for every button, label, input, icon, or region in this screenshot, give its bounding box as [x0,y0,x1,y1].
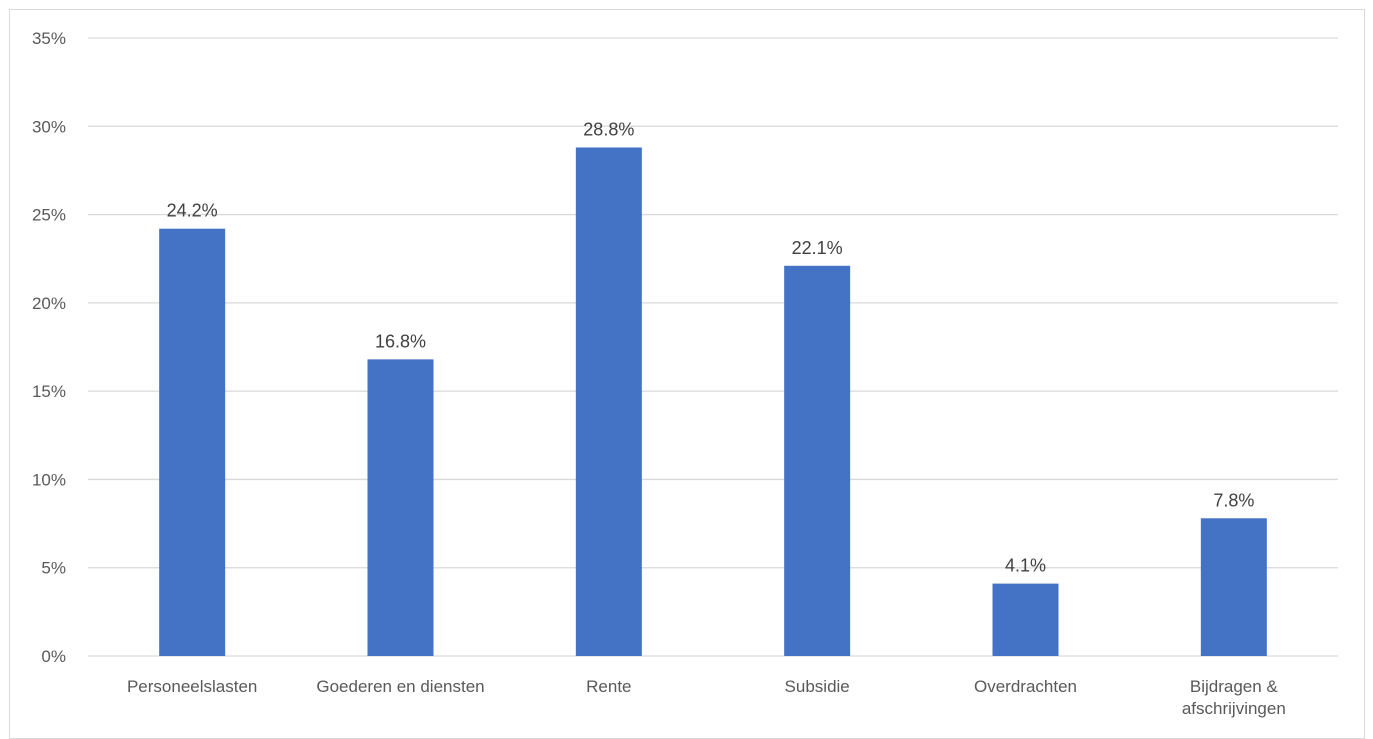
y-tick-label: 35% [32,29,66,48]
data-label: 24.2% [167,201,218,221]
data-label: 7.8% [1213,490,1254,510]
data-label: 4.1% [1005,556,1046,576]
y-tick-label: 25% [32,206,66,225]
category-label-line: Goederen en diensten [316,677,484,696]
y-tick-label: 5% [41,559,66,578]
data-labels: 24.2% 16.8% 28.8% 22.1% 4.1% 7.8% [167,119,1255,575]
category-label-line: afschrijvingen [1182,699,1286,718]
y-tick-label: 15% [32,382,66,401]
bar [159,228,226,656]
y-tick-label: 0% [41,647,66,666]
bar [575,147,642,656]
data-label: 22.1% [792,238,843,258]
y-axis-ticks: 0% 5% 10% 15% 20% 25% 30% 35% [32,29,66,666]
category-label: Subsidie [785,677,850,696]
data-label: 16.8% [375,331,426,351]
category-label: Bijdragen & afschrijvingen [1182,677,1286,718]
bar [367,359,434,656]
x-axis-categories: Personeelslasten Goederen en diensten Rent… [127,677,1286,718]
bar [1200,518,1267,656]
category-label-line: Personeelslasten [127,677,257,696]
y-tick-label: 10% [32,470,66,489]
category-label: Overdrachten [974,677,1077,696]
category-label-line: Bijdragen & [1190,677,1279,696]
chart-frame [9,9,1365,739]
bar [992,583,1059,656]
y-tick-label: 20% [32,294,66,313]
bar [784,265,851,656]
category-label-line: Subsidie [785,677,850,696]
category-label: Personeelslasten [127,677,257,696]
data-label: 28.8% [583,119,634,139]
category-label: Rente [586,677,631,696]
bars [159,147,1267,656]
category-label: Goederen en diensten [316,677,484,696]
category-label-line: Overdrachten [974,677,1077,696]
gridlines [88,37,1338,657]
category-label-line: Rente [586,677,631,696]
y-tick-label: 30% [32,117,66,136]
